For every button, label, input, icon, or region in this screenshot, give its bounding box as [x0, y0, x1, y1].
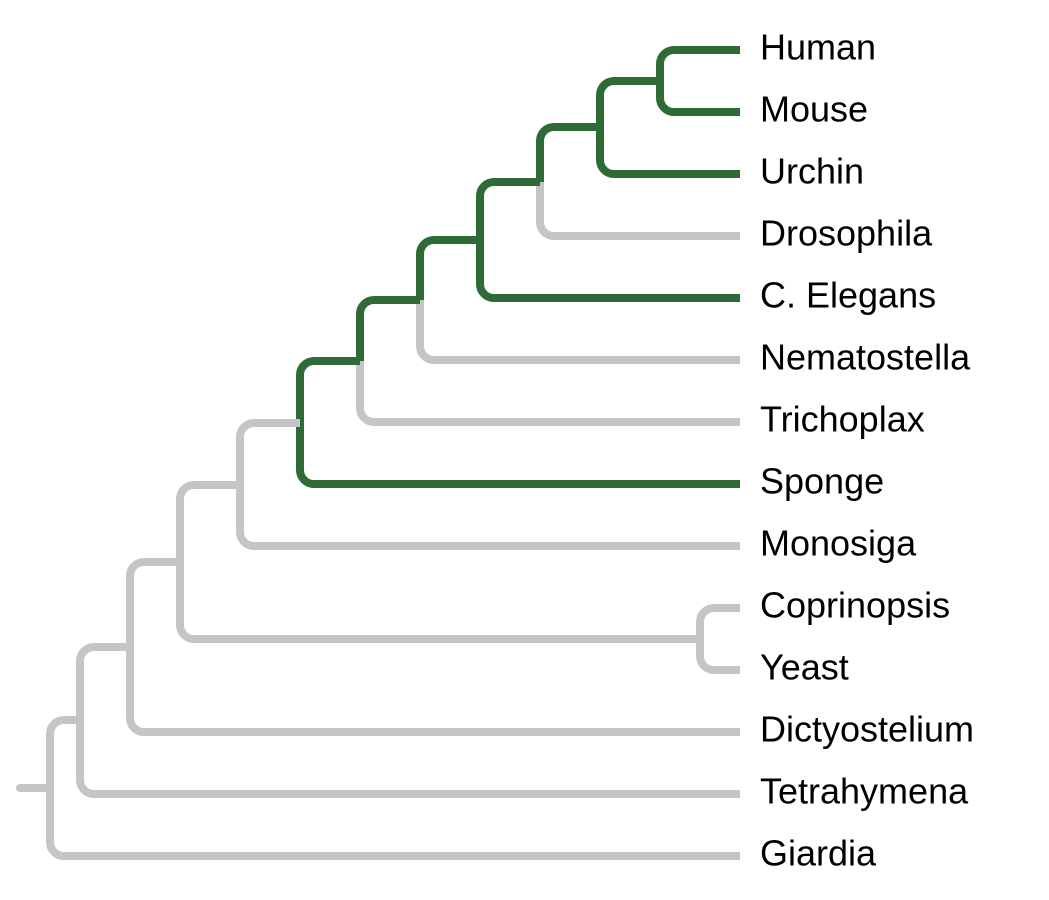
leaf-label-tetrahymena: Tetrahymena: [760, 771, 969, 812]
tree-edge-n_hmUDCNT: [300, 361, 360, 423]
tree-edge-drosophila: [540, 182, 740, 236]
tree-edge-dictyostelium: [130, 647, 740, 732]
tree-edge-coprinopsis: [700, 608, 740, 639]
tree-edge-human: [660, 50, 740, 81]
tree-edge-sponge: [300, 423, 740, 484]
leaf-label-monosiga: Monosiga: [760, 523, 917, 564]
tree-edge-n_hmUD: [480, 182, 540, 240]
tree-edge-n_CY: [180, 562, 700, 639]
tree-edge-nematostella: [420, 300, 740, 360]
tree-edge-n_animals: [240, 423, 300, 485]
tree-edge-yeast: [700, 639, 740, 670]
tree-edge-n_anMFD: [80, 647, 130, 720]
leaf-label-urchin: Urchin: [760, 151, 864, 192]
leaf-label-human: Human: [760, 27, 876, 68]
leaf-label-dictyostelium: Dictyostelium: [760, 709, 974, 750]
tree-edge-n_hmU: [540, 127, 600, 182]
tree-edge-n_hm: [600, 81, 660, 127]
tree-edge-mouse: [660, 81, 740, 112]
tree-edge-n_anMF: [130, 562, 180, 647]
tree-edge-trichoplax: [360, 361, 740, 422]
tree-edge-giardia: [50, 788, 740, 856]
leaf-label-coprinopsis: Coprinopsis: [760, 585, 950, 626]
leaf-label-c-elegans: C. Elegans: [760, 275, 936, 316]
leaf-label-sponge: Sponge: [760, 461, 884, 502]
tree-edge-monosiga: [240, 485, 740, 546]
tree-edge-n_anM: [180, 485, 240, 562]
tree-edge-n_anMFDT: [50, 720, 80, 788]
leaf-label-mouse: Mouse: [760, 89, 868, 130]
tree-edge-n_hmUDCN: [360, 300, 420, 361]
leaf-label-drosophila: Drosophila: [760, 213, 933, 254]
leaf-label-giardia: Giardia: [760, 833, 877, 874]
leaf-label-yeast: Yeast: [760, 647, 849, 688]
tree-edge-n_hmUDC: [420, 240, 480, 300]
phylogenetic-tree: Human Mouse Urchin Drosophila C. Elegans Nema…: [0, 0, 1049, 900]
tree-edge-c-elegans: [480, 240, 740, 298]
tree-edge-urchin: [600, 127, 740, 174]
leaf-label-nematostella: Nematostella: [760, 337, 971, 378]
leaf-label-trichoplax: Trichoplax: [760, 399, 925, 440]
